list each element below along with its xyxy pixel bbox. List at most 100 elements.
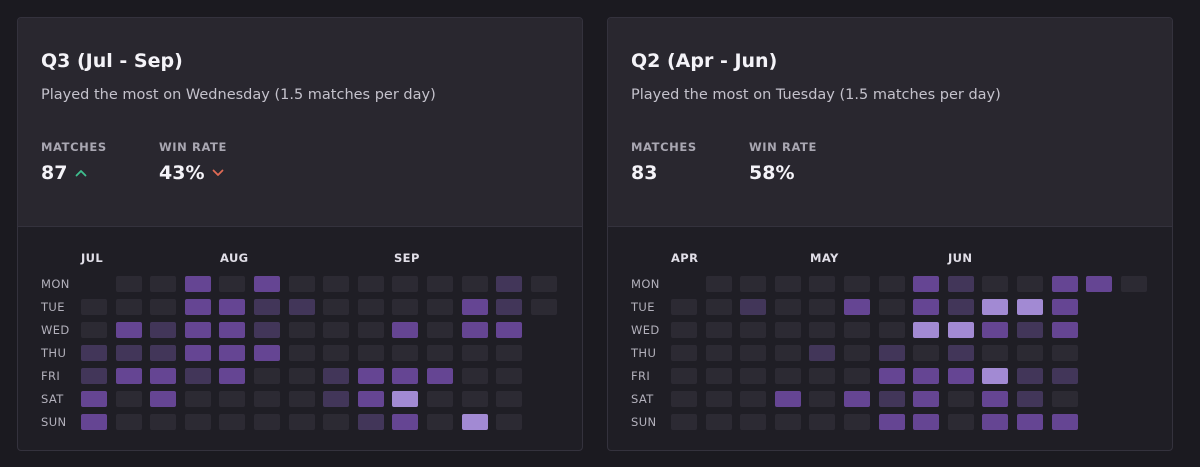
heatmap-cell — [531, 299, 557, 315]
heatmap-cell — [219, 391, 245, 407]
heatmap-cell — [392, 391, 418, 407]
heatmap-cell — [706, 299, 732, 315]
matches-stat: MATCHES 87 — [41, 140, 107, 184]
heatmap-cell — [879, 414, 905, 430]
heatmap-cell — [740, 368, 766, 384]
heatmap-cell — [531, 276, 557, 292]
heatmap-cell — [775, 276, 801, 292]
heatmap-cell — [844, 368, 870, 384]
heatmap-cell — [81, 391, 107, 407]
heatmap-cell — [496, 322, 522, 338]
day-label: SUN — [41, 415, 67, 429]
heatmap-cell — [809, 299, 835, 315]
heatmap-cell — [706, 391, 732, 407]
heatmap-cell — [496, 414, 522, 430]
heatmap-cell — [219, 368, 245, 384]
heatmap-cell — [671, 391, 697, 407]
month-label: JUL — [81, 251, 104, 265]
day-label: MON — [41, 277, 70, 291]
heatmap-cell — [948, 322, 974, 338]
heatmap-cell — [323, 299, 349, 315]
heatmap-cell — [982, 299, 1008, 315]
heatmap-cell — [913, 368, 939, 384]
month-label: AUG — [220, 251, 249, 265]
heatmap-cell — [116, 322, 142, 338]
heatmap-cell — [809, 368, 835, 384]
heatmap-cell — [185, 391, 211, 407]
heatmap-cell — [948, 368, 974, 384]
heatmap-cell — [116, 299, 142, 315]
day-label: THU — [41, 346, 67, 360]
day-label: FRI — [41, 369, 61, 383]
heatmap-cell — [289, 322, 315, 338]
quarter-card-q2: Q2 (Apr - Jun) Played the most on Tuesda… — [607, 17, 1173, 451]
heatmap-cell — [496, 276, 522, 292]
heatmap-cell — [185, 345, 211, 361]
day-label: SAT — [631, 392, 654, 406]
heatmap-cell — [462, 345, 488, 361]
heatmap-cell — [1017, 276, 1043, 292]
heatmap-cell — [392, 345, 418, 361]
heatmap-cell — [844, 322, 870, 338]
heatmap-cell — [427, 391, 453, 407]
heatmap-cell — [1017, 414, 1043, 430]
heatmap-cell — [254, 368, 280, 384]
heatmap-cell — [913, 322, 939, 338]
heatmap-cell — [844, 276, 870, 292]
heatmap-cell — [671, 322, 697, 338]
heatmap-cell — [982, 345, 1008, 361]
heatmap-cell — [671, 299, 697, 315]
heatmap-cell — [219, 322, 245, 338]
heatmap-cell — [81, 368, 107, 384]
heatmap-cell — [427, 345, 453, 361]
heatmap-cell — [185, 368, 211, 384]
heatmap-cell — [844, 299, 870, 315]
heatmap-cell — [1052, 345, 1078, 361]
heatmap-cell — [462, 299, 488, 315]
heatmap-cell — [948, 391, 974, 407]
chevron-up-icon — [75, 169, 87, 177]
heatmap-cell — [948, 414, 974, 430]
heatmap-cell — [323, 391, 349, 407]
heatmap-cell — [879, 322, 905, 338]
month-label: MAY — [810, 251, 839, 265]
heatmap-cell — [150, 276, 176, 292]
heatmap-cell — [185, 414, 211, 430]
heatmap-cell — [809, 276, 835, 292]
heatmap-cell — [809, 414, 835, 430]
heatmap-cell — [462, 322, 488, 338]
heatmap-cell — [392, 276, 418, 292]
heatmap-cell — [671, 414, 697, 430]
heatmap-cell — [150, 299, 176, 315]
heatmap-cell — [982, 368, 1008, 384]
card-subtitle: Played the most on Wednesday (1.5 matche… — [41, 87, 436, 103]
heatmap-cell — [185, 299, 211, 315]
heatmap-cell — [150, 391, 176, 407]
quarter-card-q3: Q3 (Jul - Sep) Played the most on Wednes… — [17, 17, 583, 451]
day-label: MON — [631, 277, 660, 291]
card-summary: Q2 (Apr - Jun) Played the most on Tuesda… — [608, 18, 1172, 227]
heatmap-cell — [427, 299, 453, 315]
heatmap-cell — [496, 345, 522, 361]
heatmap-cell — [219, 345, 245, 361]
heatmap-cell — [462, 391, 488, 407]
heatmap-cell — [392, 299, 418, 315]
heatmap-cell — [358, 345, 384, 361]
heatmap-cell — [948, 276, 974, 292]
heatmap-cell — [254, 391, 280, 407]
heatmap-cell — [879, 368, 905, 384]
heatmap-cell — [706, 414, 732, 430]
heatmap-cell — [913, 276, 939, 292]
heatmap-cell — [116, 345, 142, 361]
heatmap-cell — [1017, 345, 1043, 361]
matches-label: MATCHES — [631, 140, 697, 154]
heatmap-cell — [81, 322, 107, 338]
heatmap-cell — [775, 299, 801, 315]
day-label: SUN — [631, 415, 657, 429]
day-label: THU — [631, 346, 657, 360]
heatmap-cell — [323, 276, 349, 292]
heatmap-cell — [289, 391, 315, 407]
heatmap-cell — [116, 276, 142, 292]
day-label: WED — [631, 323, 660, 337]
heatmap-cell — [323, 414, 349, 430]
